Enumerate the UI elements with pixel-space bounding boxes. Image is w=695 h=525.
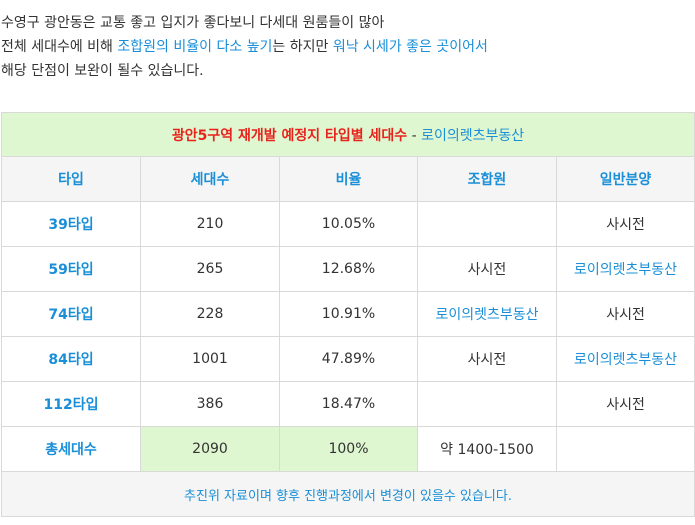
total-row: 총세대수 2090 100% 약 1400-1500 <box>1 426 695 472</box>
table-row: 112타입 386 18.47% 사시전 <box>1 381 695 427</box>
row-members: 로이의렛츠부동산 <box>417 291 557 337</box>
table-row: 59타입 265 12.68% 사시전 로이의렛츠부동산 <box>1 246 695 292</box>
row-type: 59타입 <box>1 246 141 292</box>
intro-line-2-start: 전체 세대수에 비해 <box>1 39 118 55</box>
member-ratio-highlight: 조합원의 비율이 다소 높기 <box>117 39 273 55</box>
row-type: 84타입 <box>1 336 141 382</box>
row-ratio: 10.91% <box>279 291 418 337</box>
header-general-sale: 일반분양 <box>555 156 695 202</box>
table-row: 39타입 210 10.05% 사시전 <box>1 201 695 247</box>
market-price-highlight: 워낙 시세가 좋은 곳이어서 <box>332 39 488 55</box>
total-label: 총세대수 <box>1 426 141 472</box>
row-ratio: 10.05% <box>279 201 418 247</box>
intro-line-2: 전체 세대수에 비해 조합원의 비율이 다소 높기는 하지만 워낙 시세가 좋은… <box>1 35 691 59</box>
row-ratio: 12.68% <box>279 246 418 292</box>
table-title-separator: - <box>407 127 422 144</box>
table-header-row: 타입 세대수 비율 조합원 일반분양 <box>1 156 695 202</box>
table-row: 74타입 228 10.91% 로이의렛츠부동산 사시전 <box>1 291 695 337</box>
row-members <box>417 381 557 427</box>
table-title-source: 로이의렛츠부동산 <box>421 127 525 144</box>
row-units: 265 <box>140 246 280 292</box>
table-note: 추진위 자료이며 향후 진행과정에서 변경이 있을수 있습니다. <box>0 471 695 517</box>
header-type: 타입 <box>1 156 141 202</box>
total-general-sale <box>555 426 695 472</box>
total-members: 약 1400-1500 <box>417 426 557 472</box>
row-general-sale: 로이의렛츠부동산 <box>555 246 695 292</box>
table-row: 84타입 1001 47.89% 사시전 로이의렛츠부동산 <box>1 336 695 382</box>
row-general-sale: 사시전 <box>555 201 695 247</box>
table-title-cell: 광안5구역 재개발 예정지 타입별 세대수 - 로이의렛츠부동산 <box>0 112 695 157</box>
row-type: 112타입 <box>1 381 141 427</box>
row-units: 1001 <box>140 336 280 382</box>
row-type: 39타입 <box>1 201 141 247</box>
row-ratio: 47.89% <box>279 336 418 382</box>
row-ratio: 18.47% <box>279 381 418 427</box>
row-general-sale: 로이의렛츠부동산 <box>555 336 695 382</box>
header-units: 세대수 <box>140 156 280 202</box>
header-ratio: 비율 <box>279 156 418 202</box>
row-general-sale: 사시전 <box>555 291 695 337</box>
intro-paragraph: 수영구 광안동은 교통 좋고 입지가 좋다보니 다세대 원룸들이 많아 전체 세… <box>1 11 691 83</box>
table-title-row: 광안5구역 재개발 예정지 타입별 세대수 - 로이의렛츠부동산 <box>0 112 695 157</box>
total-ratio: 100% <box>279 426 418 472</box>
intro-line-3: 해당 단점이 보완이 될수 있습니다. <box>1 63 204 79</box>
row-units: 386 <box>140 381 280 427</box>
intro-line-2-middle: 는 하지만 <box>272 39 333 55</box>
header-members: 조합원 <box>417 156 557 202</box>
table-title: 광안5구역 재개발 예정지 타입별 세대수 <box>171 127 408 144</box>
row-type: 74타입 <box>1 291 141 337</box>
row-members: 사시전 <box>417 336 557 382</box>
row-general-sale: 사시전 <box>555 381 695 427</box>
row-members: 사시전 <box>417 246 557 292</box>
table-note-row: 추진위 자료이며 향후 진행과정에서 변경이 있을수 있습니다. <box>0 471 695 517</box>
row-members <box>417 201 557 247</box>
intro-line-1: 수영구 광안동은 교통 좋고 입지가 좋다보니 다세대 원룸들이 많아 <box>1 15 385 31</box>
row-units: 228 <box>140 291 280 337</box>
unit-type-table: 광안5구역 재개발 예정지 타입별 세대수 - 로이의렛츠부동산 타입 세대수 … <box>0 112 695 517</box>
total-units: 2090 <box>140 426 280 472</box>
row-units: 210 <box>140 201 280 247</box>
